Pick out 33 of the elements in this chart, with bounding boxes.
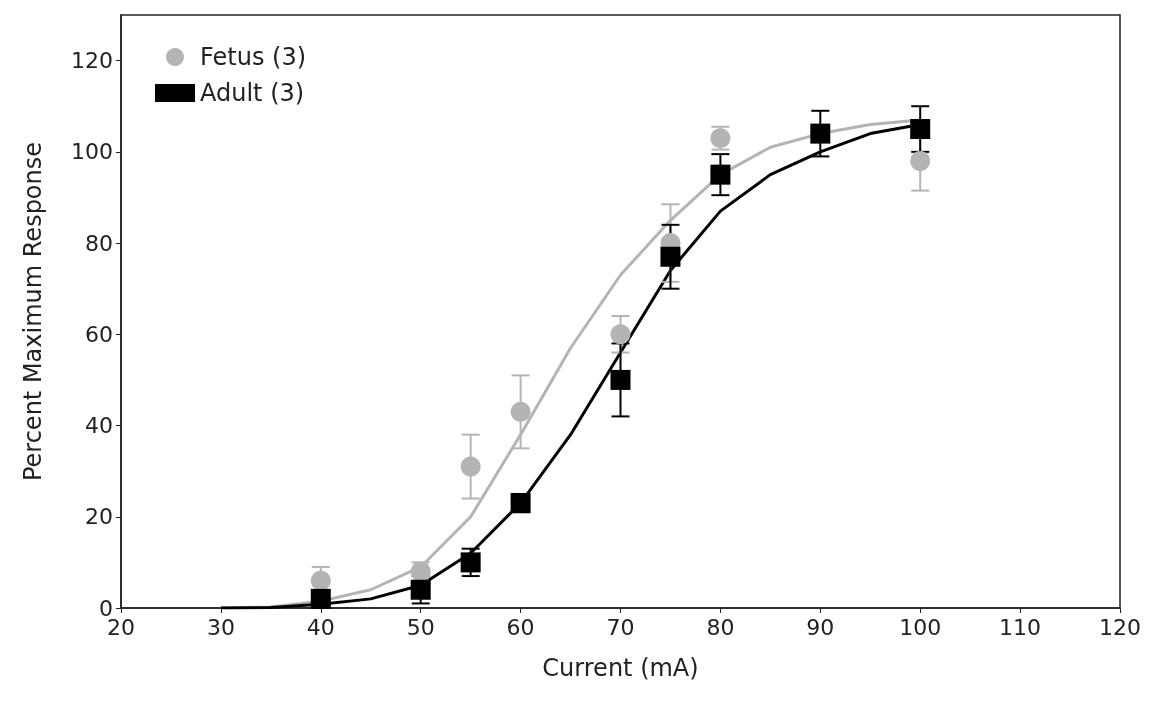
- x-tick-label: 110: [999, 614, 1042, 640]
- point: [810, 123, 831, 144]
- y-tick-label: 80: [85, 230, 113, 256]
- y-tick-label: 100: [71, 139, 113, 165]
- point: [310, 570, 331, 591]
- point: [660, 246, 681, 267]
- point: [410, 579, 431, 600]
- x-tick-label: 50: [406, 614, 435, 640]
- point: [910, 119, 931, 140]
- y-tick-label: 20: [85, 504, 113, 530]
- x-tick-label: 30: [206, 614, 235, 640]
- point: [310, 588, 331, 609]
- x-tick-label: 60: [506, 614, 535, 640]
- x-tick-label: 120: [1099, 614, 1141, 640]
- point: [910, 150, 931, 171]
- legend-label: Fetus (3): [200, 43, 307, 71]
- x-tick-label: 70: [606, 614, 635, 640]
- x-tick-label: 40: [306, 614, 335, 640]
- x-tick-label: 100: [899, 614, 942, 640]
- point: [610, 369, 631, 390]
- y-tick-label: 60: [85, 321, 113, 347]
- point: [510, 401, 531, 422]
- point: [460, 552, 481, 573]
- point: [460, 456, 481, 477]
- x-axis-title: Current (mA): [542, 654, 699, 682]
- y-tick-label: 40: [85, 413, 113, 439]
- point: [610, 324, 631, 345]
- y-tick-label: 120: [71, 48, 113, 74]
- x-tick-label: 90: [806, 614, 835, 640]
- point: [710, 164, 731, 185]
- legend-label: Adult (3): [200, 79, 305, 107]
- y-axis-title: Percent Maximum Response: [19, 141, 47, 482]
- x-tick-label: 80: [706, 614, 735, 640]
